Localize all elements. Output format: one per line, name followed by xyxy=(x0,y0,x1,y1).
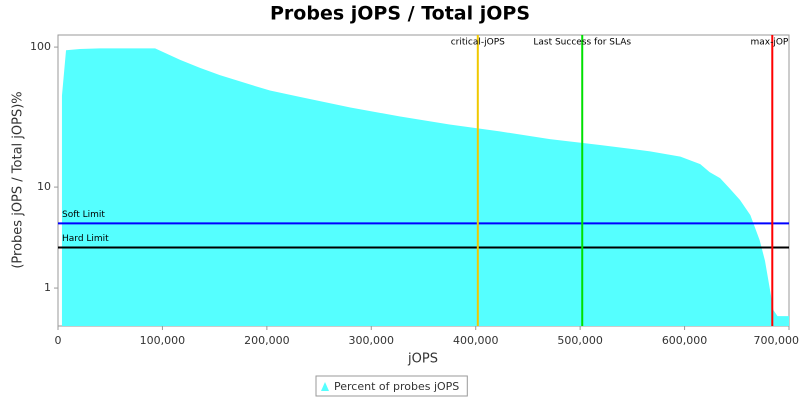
marker-label: max-jOPS xyxy=(750,38,794,48)
chart-title: Probes jOPS / Total jOPS xyxy=(270,3,530,25)
x-tick-label: 200,000 xyxy=(244,334,290,347)
x-tick-label: 500,000 xyxy=(557,334,603,347)
x-tick-label: 600,000 xyxy=(662,334,708,347)
limit-label: Soft Limit xyxy=(62,210,105,220)
x-tick-label: 300,000 xyxy=(349,334,395,347)
x-tick-label: 0 xyxy=(55,334,62,347)
marker-label: Last Success for SLAs xyxy=(533,38,631,48)
x-tick-label: 700,000 xyxy=(754,334,800,347)
y-tick-label: 1 xyxy=(44,281,51,294)
x-tick-label: 400,000 xyxy=(453,334,499,347)
legend-box xyxy=(315,375,468,397)
y-tick-label: 100 xyxy=(30,40,51,53)
axes-layer: 0 100,000 200,000 300,000 400,000 500,000 600,… xyxy=(30,40,799,347)
legend-label: Percent of probes jOPS xyxy=(334,380,459,393)
y-axis-label: (Probes jOPS / Total jOPS)% xyxy=(11,91,26,268)
x-tick-label: 100,000 xyxy=(140,334,186,347)
marker-label: critical-jOPS xyxy=(451,38,505,48)
limit-label: Hard Limit xyxy=(62,234,109,244)
plot-layer: Soft Limit Hard Limit critical-jOPS Last Su… xyxy=(58,35,794,326)
x-axis-label: jOPS xyxy=(407,352,438,367)
legend: Percent of probes jOPS xyxy=(315,375,468,397)
y-tick-label: 10 xyxy=(37,180,51,193)
area xyxy=(61,48,789,326)
legend-swatch xyxy=(321,382,329,391)
